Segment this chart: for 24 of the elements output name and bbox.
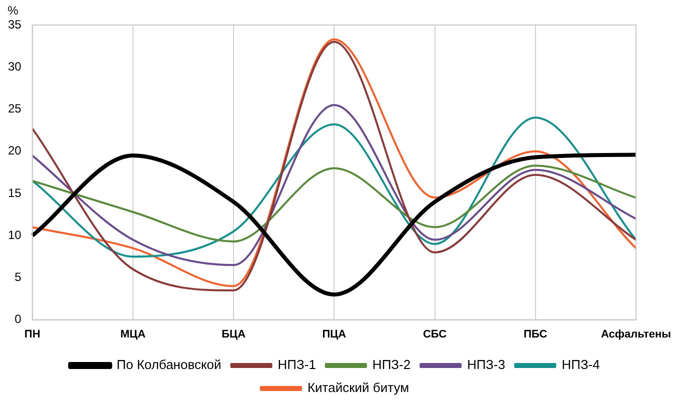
legend-label: НПЗ-3 [467, 357, 506, 372]
line-series [30, 152, 638, 297]
legend-label: НПЗ-2 [372, 357, 411, 372]
y-tick-label: 35 [8, 17, 22, 32]
y-tick-label: 15 [8, 186, 22, 200]
line-series [31, 164, 638, 242]
x-tick-label: ПН [24, 328, 40, 340]
x-tick-label: МЦА [120, 328, 146, 340]
y-tick-label: 25 [8, 102, 22, 116]
y-tick-label: 0 [14, 312, 22, 326]
legend-label: По Колбановской [116, 357, 222, 372]
x-tick-label: СБС [422, 328, 447, 340]
x-tick-label: Асфальтены [601, 328, 672, 340]
y-axis-title: % [8, 3, 19, 18]
y-tick-label: 20 [8, 144, 22, 158]
x-tick-label: ПБС [524, 328, 548, 340]
y-tick-label: 10 [8, 228, 22, 242]
y-tick-label: 5 [14, 270, 22, 284]
x-tick-label: ПЦА [322, 328, 346, 340]
legend-label: Китайский битум [307, 380, 410, 396]
legend-label: НПЗ-4 [562, 357, 600, 372]
legend-label: НПЗ-1 [278, 357, 316, 372]
y-tick-label: 30 [8, 59, 22, 74]
x-tick-label: БЦА [222, 328, 246, 340]
